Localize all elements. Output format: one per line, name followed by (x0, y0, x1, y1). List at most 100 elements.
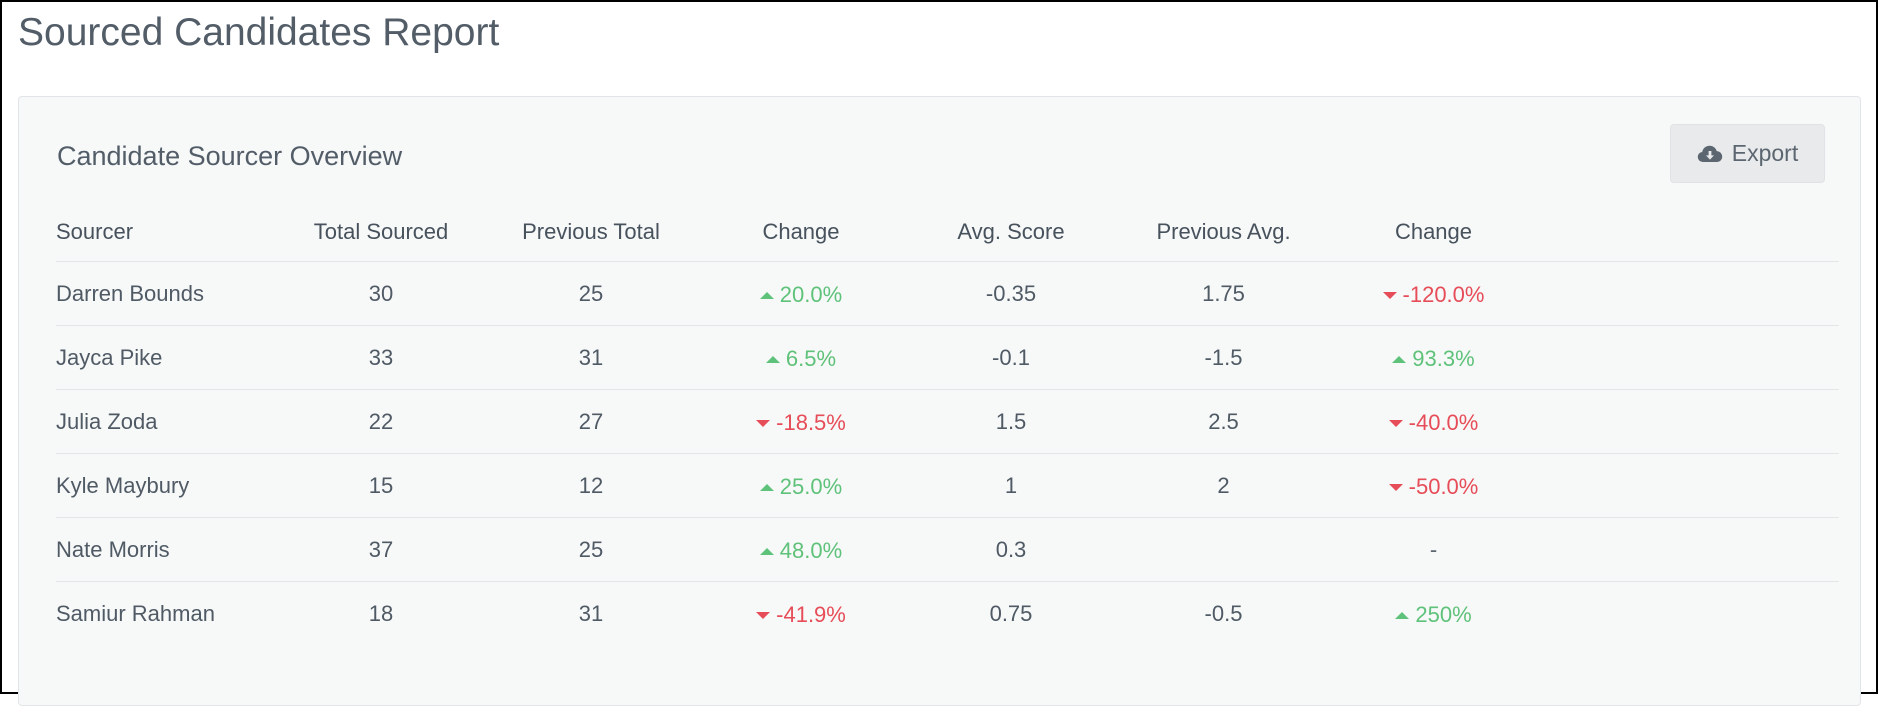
change-value: 48.0% (779, 538, 843, 564)
export-button[interactable]: Export (1670, 124, 1825, 183)
cell-previous-avg: 1.75 (1121, 261, 1326, 326)
cell-avg-score: -0.35 (901, 261, 1121, 326)
cell-previous-avg: -1.5 (1121, 325, 1326, 390)
change-value: 250% (1415, 602, 1472, 628)
caret-up-icon (765, 355, 780, 363)
change-indicator: 250% (1395, 602, 1472, 628)
cell-change: 25.0% (701, 453, 901, 518)
header-avg-change[interactable]: Change (1326, 203, 1541, 262)
cell-total-sourced: 15 (281, 453, 481, 518)
cell-spacer (1541, 389, 1839, 454)
cell-previous-avg: 2.5 (1121, 389, 1326, 454)
cell-avg-score: 0.75 (989, 600, 1033, 626)
cell-avg-score: 1 (901, 453, 1121, 518)
cell-spacer (1541, 325, 1839, 390)
caret-down-icon (756, 611, 771, 619)
cell-sourcer: Samiur Rahman (56, 600, 215, 626)
cell-avg-score: 0.3 (901, 517, 1121, 582)
table-row: Samiur Rahman 18 31 -41.9% 0.75 -0.5 250% (56, 582, 1839, 646)
header-previous-avg[interactable]: Previous Avg. (1121, 203, 1326, 262)
cell-total-sourced: 37 (281, 517, 481, 582)
cell-previous-total: 25 (481, 261, 701, 326)
cell-total-sourced: 22 (281, 389, 481, 454)
table-row: Darren Bounds 30 25 20.0% -0.35 1.75 -120.0% (56, 261, 1839, 326)
change-value: 93.3% (1412, 346, 1475, 372)
cell-change: -18.5% (701, 389, 901, 454)
change-value: 6.5% (785, 346, 837, 372)
cell-avg-change: -120.0% (1326, 261, 1541, 326)
cell-avg-change: - (1326, 517, 1541, 582)
change-indicator: 25.0% (759, 474, 843, 500)
change-indicator: 20.0% (759, 282, 843, 308)
change-value: - (1429, 536, 1438, 562)
cell-avg-change: -40.0% (1326, 389, 1541, 454)
change-indicator: -41.9% (756, 602, 846, 628)
table-row: Kyle Maybury 15 12 25.0% 1 2 -50.0% (56, 453, 1839, 518)
change-indicator: - (1430, 537, 1437, 563)
cell-change: 48.0% (701, 517, 901, 582)
caret-up-icon (759, 291, 774, 299)
cell-spacer (1541, 453, 1839, 518)
change-indicator: -40.0% (1388, 410, 1479, 436)
table-body: Darren Bounds 30 25 20.0% -0.35 1.75 -120.0% Ja… (56, 261, 1839, 646)
cell-spacer (1541, 582, 1839, 646)
cell-avg-change: 250% (1326, 582, 1541, 646)
cell-previous-total: 31 (578, 600, 604, 626)
cell-total-sourced: 30 (281, 261, 481, 326)
cell-sourcer: Kyle Maybury (56, 453, 281, 518)
cell-change: 20.0% (701, 261, 901, 326)
caret-up-icon (1395, 611, 1410, 619)
change-value: -120.0% (1402, 282, 1485, 308)
cell-avg-score: 1.5 (901, 389, 1121, 454)
change-indicator: 93.3% (1392, 346, 1475, 372)
cell-previous-total: 25 (481, 517, 701, 582)
page-title: Sourced Candidates Report (18, 11, 500, 54)
change-value: -18.5% (776, 410, 846, 436)
cell-previous-avg: -0.5 (1204, 600, 1243, 626)
header-change[interactable]: Change (701, 203, 901, 262)
cell-change: -41.9% (701, 582, 901, 646)
caret-up-icon (1392, 355, 1407, 363)
cell-previous-avg: 2 (1121, 453, 1326, 518)
caret-down-icon (1382, 291, 1397, 299)
header-spacer (1541, 203, 1839, 262)
cell-spacer (1541, 517, 1839, 582)
overview-panel: Candidate Sourcer Overview Export (18, 96, 1861, 706)
cell-avg-change: -50.0% (1326, 453, 1541, 518)
caret-up-icon (759, 547, 774, 555)
header-avg-score[interactable]: Avg. Score (901, 203, 1121, 262)
table-row: Nate Morris 37 25 48.0% 0.3 - (56, 517, 1839, 582)
cell-sourcer: Julia Zoda (56, 389, 281, 454)
header-previous-total[interactable]: Previous Total (481, 203, 701, 262)
cell-change: 6.5% (701, 325, 901, 390)
change-indicator: -50.0% (1388, 474, 1479, 500)
cell-previous-total: 31 (481, 325, 701, 390)
cell-sourcer: Nate Morris (56, 517, 281, 582)
change-value: 25.0% (779, 474, 843, 500)
change-indicator: 48.0% (759, 538, 843, 564)
table-header-row: Sourcer Total Sourced Previous Total Cha… (56, 203, 1839, 262)
change-value: -50.0% (1408, 474, 1479, 500)
change-value: -41.9% (776, 602, 846, 628)
caret-down-icon (1388, 483, 1403, 491)
cell-avg-change: 93.3% (1326, 325, 1541, 390)
cell-sourcer: Darren Bounds (56, 261, 281, 326)
change-value: 20.0% (779, 282, 843, 308)
change-indicator: -120.0% (1382, 282, 1485, 308)
caret-down-icon (756, 419, 771, 427)
export-button-label: Export (1731, 140, 1799, 166)
header-sourcer[interactable]: Sourcer (56, 203, 281, 262)
cell-avg-score: -0.1 (901, 325, 1121, 390)
cell-sourcer: Jayca Pike (56, 325, 281, 390)
caret-down-icon (1388, 419, 1403, 427)
change-value: -40.0% (1408, 410, 1479, 436)
cell-previous-total: 27 (481, 389, 701, 454)
table-row: Julia Zoda 22 27 -18.5% 1.5 2.5 -40.0% (56, 389, 1839, 454)
change-indicator: -18.5% (756, 410, 846, 436)
header-total-sourced[interactable]: Total Sourced (281, 203, 481, 262)
cell-previous-avg (1121, 517, 1326, 582)
panel-title: Candidate Sourcer Overview (57, 141, 403, 171)
cell-previous-total: 12 (481, 453, 701, 518)
cell-total-sourced: 18 (368, 600, 394, 626)
